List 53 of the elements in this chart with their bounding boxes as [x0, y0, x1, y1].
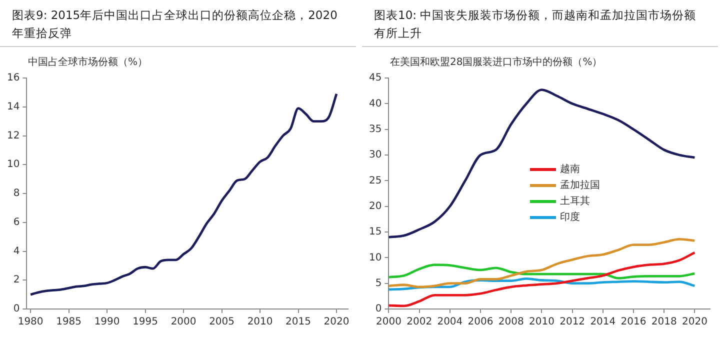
line-series — [388, 251, 696, 308]
y-tick-label: 0 — [375, 304, 382, 315]
line-series — [388, 278, 696, 291]
chart-subtitle: 中国占全球市场份额（%） — [27, 56, 149, 69]
legend-label: 孟加拉国 — [560, 178, 600, 192]
line-series — [388, 88, 696, 238]
legend-label: 土耳其 — [560, 194, 590, 208]
line-series — [388, 238, 696, 288]
x-tick-label: 2016 — [620, 316, 646, 328]
y-tick-label: 4 — [13, 246, 20, 257]
x-tick-label: 2002 — [406, 316, 432, 328]
y-tick-label: 25 — [368, 175, 382, 186]
y-tick-label: 15 — [368, 226, 382, 238]
x-tick-label: 2012 — [560, 316, 586, 328]
y-tick-label: 30 — [368, 150, 382, 161]
x-tick-label: 2006 — [468, 316, 494, 328]
x-tick-label: 1990 — [94, 316, 120, 328]
y-tick-label: 6 — [13, 216, 20, 228]
x-tick-label: 1985 — [56, 316, 82, 328]
y-tick-label: 40 — [368, 98, 382, 110]
y-tick-label: 8 — [13, 188, 20, 200]
y-tick-label: 10 — [368, 252, 382, 264]
x-tick-label: 2000 — [170, 316, 196, 328]
y-tick-label: 16 — [6, 72, 20, 84]
x-tick-label: 2010 — [247, 316, 273, 328]
legend-label: 越南 — [560, 162, 580, 176]
y-tick-label: 10 — [6, 159, 20, 170]
legend-label: 印度 — [560, 210, 580, 224]
chart-title: 图表9: 2015年后中国出口占全球出口的份额高位企稳，2020年重拾反弹 — [0, 0, 356, 47]
x-tick-label: 2018 — [651, 316, 677, 328]
x-tick-label: 2005 — [209, 316, 235, 328]
x-tick-label: 2004 — [437, 316, 463, 328]
x-tick-label: 2020 — [682, 316, 708, 328]
y-tick-label: 2 — [13, 274, 20, 286]
y-tick-label: 5 — [375, 278, 382, 289]
x-tick-label: 2010 — [528, 316, 554, 328]
x-tick-label: 2015 — [286, 316, 312, 328]
y-tick-label: 12 — [6, 130, 20, 142]
line-series — [388, 264, 696, 280]
chart-title: 图表10: 中国丧失服装市场份额，而越南和孟加拉国市场份额有所上升 — [362, 0, 718, 47]
x-tick-label: 2008 — [498, 316, 524, 328]
y-tick-label: 14 — [6, 101, 20, 112]
x-tick-label: 1980 — [18, 316, 44, 328]
x-tick-label: 2020 — [324, 316, 350, 328]
chart-subtitle: 在美国和欧盟28国服装进口市场中的份额（%） — [389, 56, 604, 69]
y-tick-label: 0 — [13, 304, 20, 315]
y-tick-label: 35 — [368, 124, 382, 135]
y-tick-label: 45 — [368, 72, 382, 84]
line-series — [29, 92, 338, 296]
x-tick-label: 2000 — [376, 316, 402, 328]
x-tick-label: 1995 — [132, 316, 158, 328]
x-tick-label: 2014 — [590, 316, 616, 328]
y-tick-label: 20 — [368, 200, 382, 212]
